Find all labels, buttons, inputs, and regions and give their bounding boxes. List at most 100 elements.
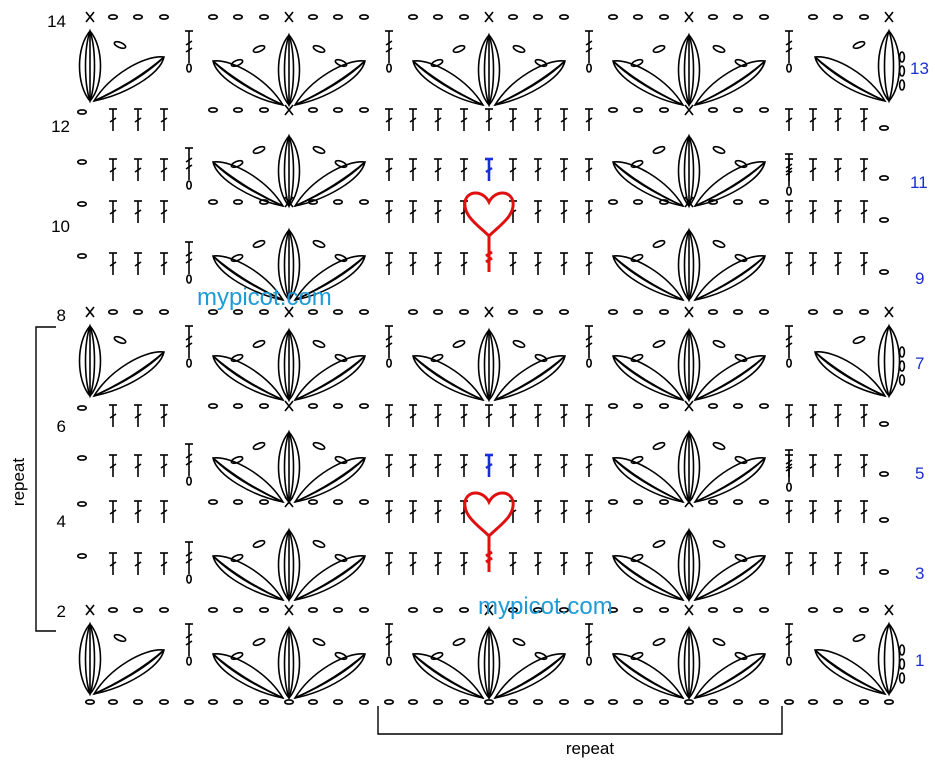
chain-stitch-symbol <box>233 607 243 613</box>
double-crochet-symbol <box>184 443 194 486</box>
chain-stitch-symbol <box>583 699 595 705</box>
double-crochet-symbol <box>833 454 843 478</box>
chain-stitch-symbol <box>632 403 644 409</box>
double-crochet-symbol <box>184 325 194 368</box>
chain-stitch-symbol <box>707 607 719 613</box>
double-crochet-symbol <box>559 500 569 524</box>
double-crochet-symbol <box>433 200 443 224</box>
double-crochet-symbol <box>833 158 843 182</box>
double-crochet-symbol <box>184 541 194 584</box>
double-crochet-symbol <box>808 404 818 428</box>
double-crochet-symbol <box>133 500 143 524</box>
chain-stitch-symbol <box>658 107 670 113</box>
cluster-fan-symbol <box>612 229 766 301</box>
double-crochet-symbol <box>559 200 569 224</box>
chain-stitch-symbol <box>159 699 169 705</box>
double-crochet-symbol <box>784 449 794 492</box>
double-crochet-symbol <box>533 552 543 576</box>
chain-stitch-symbol <box>358 699 370 705</box>
chain-stitch-symbol <box>658 309 670 315</box>
chain-stitch-symbol <box>878 217 890 223</box>
chain-stitch-symbol <box>878 421 890 427</box>
chain-stitch-symbol <box>208 499 218 505</box>
double-crochet-symbol <box>833 552 843 576</box>
double-crochet-symbol <box>133 252 143 276</box>
chain-stitch-symbol <box>208 199 218 205</box>
chain-stitch-symbol <box>878 569 890 575</box>
cluster-fan-symbol <box>78 325 165 397</box>
chain-stitch-symbol <box>358 14 370 20</box>
row-number-12: 12 <box>51 117 70 136</box>
single-crochet-symbol <box>484 11 494 23</box>
single-crochet-symbol <box>284 11 294 23</box>
chain-stitch-symbol <box>732 607 744 613</box>
chain-stitch-symbol <box>607 309 619 315</box>
cluster-fan-symbol <box>412 329 566 401</box>
chain-stitch-symbol <box>878 125 890 131</box>
chain-stitch-symbol <box>758 699 770 705</box>
chain-stitch-symbol <box>159 309 169 315</box>
double-crochet-symbol <box>584 454 594 478</box>
chain-stitch-symbol <box>85 699 95 705</box>
cluster-fan-symbol <box>212 529 366 601</box>
chain-stitch-symbol <box>358 309 370 315</box>
double-crochet-symbol <box>384 158 394 182</box>
chain-stitch-symbol <box>159 14 169 20</box>
chain-stitch-symbol <box>208 607 218 613</box>
row-number-7: 7 <box>915 354 924 373</box>
repeat-label-horizontal: repeat <box>566 739 614 758</box>
double-crochet-symbol <box>833 500 843 524</box>
chain-stitch-symbol <box>307 607 319 613</box>
cluster-fan-symbol <box>212 135 366 207</box>
chain-stitch-symbol <box>832 607 844 613</box>
double-crochet-symbol <box>184 623 194 666</box>
chain-stitch-symbol <box>632 14 644 20</box>
double-crochet-symbol <box>433 108 443 132</box>
chain-stitch-symbol <box>607 403 619 409</box>
chain-stitch-symbol <box>807 14 819 20</box>
double-crochet-symbol <box>384 108 394 132</box>
chain-stitch-symbol <box>407 309 419 315</box>
double-crochet-symbol <box>384 325 394 368</box>
double-crochet-symbol <box>108 158 118 182</box>
chain-stitch-symbol <box>307 403 319 409</box>
chain-stitch-symbol <box>858 699 870 705</box>
row-number-8: 8 <box>57 306 66 325</box>
chain-stitch-symbol <box>432 14 444 20</box>
chain-stitch-symbol <box>208 14 218 20</box>
chain-stitch-symbol <box>658 499 670 505</box>
row-number-6: 6 <box>57 417 66 436</box>
double-crochet-symbol <box>784 500 794 524</box>
chain-stitch-symbol <box>732 14 744 20</box>
double-crochet-symbol <box>784 108 794 132</box>
row-number-9: 9 <box>915 269 924 288</box>
double-crochet-symbol <box>459 404 469 428</box>
chain-stitch-symbol <box>332 199 344 205</box>
single-crochet-symbol <box>85 306 95 318</box>
double-crochet-symbol <box>859 200 869 224</box>
chain-stitch-symbol <box>258 14 270 20</box>
double-crochet-symbol <box>784 552 794 576</box>
chain-stitch-symbol <box>807 607 819 613</box>
chain-stitch-symbol <box>133 14 143 20</box>
chain-stitch-symbol <box>307 699 319 705</box>
chain-stitch-symbol <box>358 607 370 613</box>
cluster-fan-symbol <box>412 34 566 106</box>
double-crochet-symbol <box>808 454 818 478</box>
double-crochet-symbol <box>559 252 569 276</box>
chain-stitch-symbol <box>732 499 744 505</box>
repeat-bracket-vertical <box>35 326 56 632</box>
double-crochet-symbol <box>459 552 469 576</box>
double-crochet-symbol <box>808 500 818 524</box>
chain-stitch-symbol <box>483 699 495 705</box>
chain-stitch-symbol <box>758 499 770 505</box>
double-crochet-symbol <box>508 108 518 132</box>
double-crochet-symbol <box>808 252 818 276</box>
chain-stitch-symbol <box>258 403 270 409</box>
chain-stitch-symbol <box>858 309 870 315</box>
double-crochet-symbol <box>483 157 495 183</box>
double-crochet-symbol <box>384 623 394 666</box>
cluster-fan-symbol <box>612 431 766 503</box>
chain-stitch-symbol <box>233 699 243 705</box>
double-crochet-symbol <box>459 454 469 478</box>
